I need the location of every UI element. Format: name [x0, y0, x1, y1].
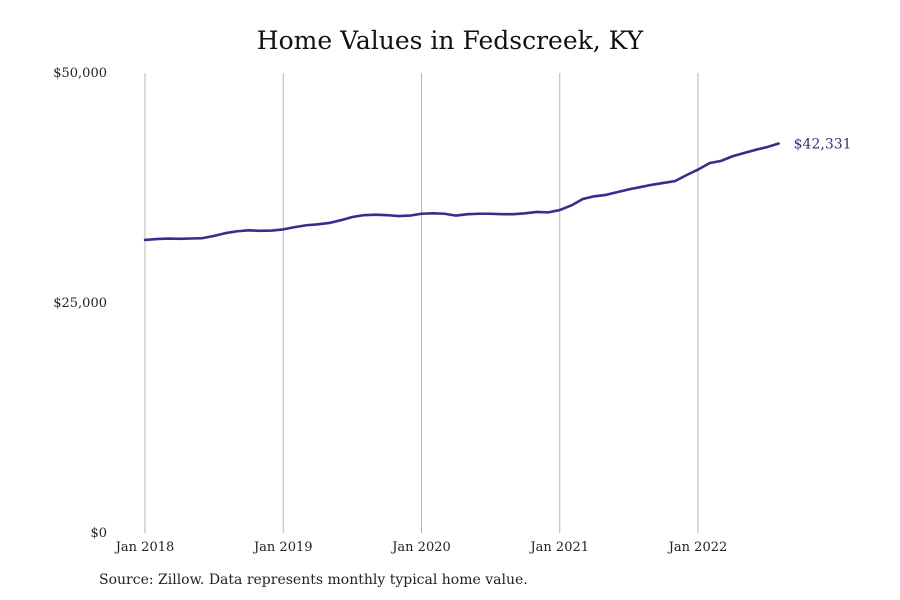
y-tick-label: $0 — [90, 526, 107, 541]
grid-lines — [144, 73, 699, 533]
end-value-label: $42,331 — [794, 137, 852, 153]
x-tick-label: Jan 2018 — [114, 540, 175, 555]
source-note: Source: Zillow. Data represents monthly … — [99, 572, 528, 588]
x-axis-ticks: Jan 2018 Jan 2019 Jan 2020 Jan 2021 Jan 2022 — [114, 540, 728, 555]
x-tick-label: Jan 2020 — [390, 540, 451, 555]
series-line — [143, 142, 780, 242]
x-tick-label: Jan 2021 — [528, 540, 589, 555]
series-layer: $42,331 — [143, 137, 852, 242]
y-tick-label: $25,000 — [53, 296, 107, 311]
x-tick-label: Jan 2022 — [667, 540, 728, 555]
y-axis-ticks: $0 $25,000 $50,000 — [53, 66, 107, 541]
y-tick-label: $50,000 — [53, 66, 107, 81]
x-tick-label: Jan 2019 — [252, 540, 313, 555]
chart-title: Home Values in Fedscreek, KY — [256, 26, 644, 55]
